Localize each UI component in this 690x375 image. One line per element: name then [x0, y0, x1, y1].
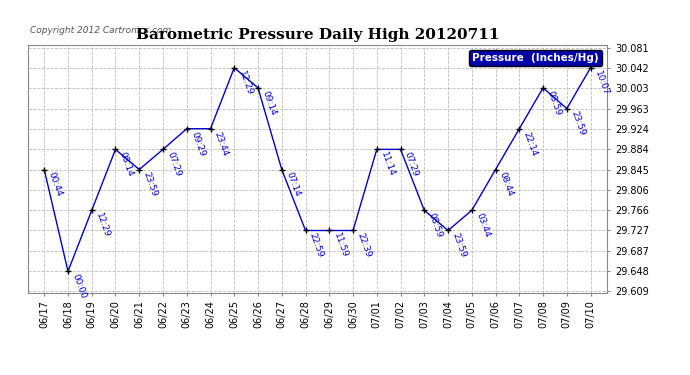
Text: 10:07: 10:07 — [593, 69, 610, 97]
Text: 07:29: 07:29 — [403, 151, 420, 178]
Text: 08:59: 08:59 — [545, 89, 563, 117]
Text: 12:29: 12:29 — [237, 69, 254, 96]
Text: 23:44: 23:44 — [213, 130, 230, 157]
Text: 08:44: 08:44 — [498, 171, 515, 198]
Text: 23:59: 23:59 — [141, 171, 159, 198]
Text: 22:14: 22:14 — [522, 130, 539, 157]
Text: 07:29: 07:29 — [166, 151, 183, 178]
Text: 23:59: 23:59 — [451, 232, 468, 260]
Text: 07:14: 07:14 — [284, 171, 302, 198]
Text: 12:29: 12:29 — [94, 212, 111, 239]
Legend: Pressure  (Inches/Hg): Pressure (Inches/Hg) — [469, 50, 602, 66]
Text: 09:14: 09:14 — [260, 89, 277, 117]
Text: 08:59: 08:59 — [426, 212, 444, 239]
Text: 22:59: 22:59 — [308, 232, 325, 259]
Text: 03:44: 03:44 — [474, 212, 491, 239]
Text: 11:59: 11:59 — [332, 232, 349, 260]
Text: 22:39: 22:39 — [355, 232, 373, 259]
Title: Barometric Pressure Daily High 20120711: Barometric Pressure Daily High 20120711 — [136, 28, 499, 42]
Text: 00:00: 00:00 — [70, 273, 88, 300]
Text: 00:44: 00:44 — [47, 171, 63, 198]
Text: 09:29: 09:29 — [189, 130, 206, 158]
Text: 23:59: 23:59 — [569, 110, 586, 137]
Text: Copyright 2012 Cartronics.com: Copyright 2012 Cartronics.com — [30, 26, 172, 35]
Text: 11:14: 11:14 — [380, 151, 397, 178]
Text: 08:14: 08:14 — [118, 151, 135, 178]
